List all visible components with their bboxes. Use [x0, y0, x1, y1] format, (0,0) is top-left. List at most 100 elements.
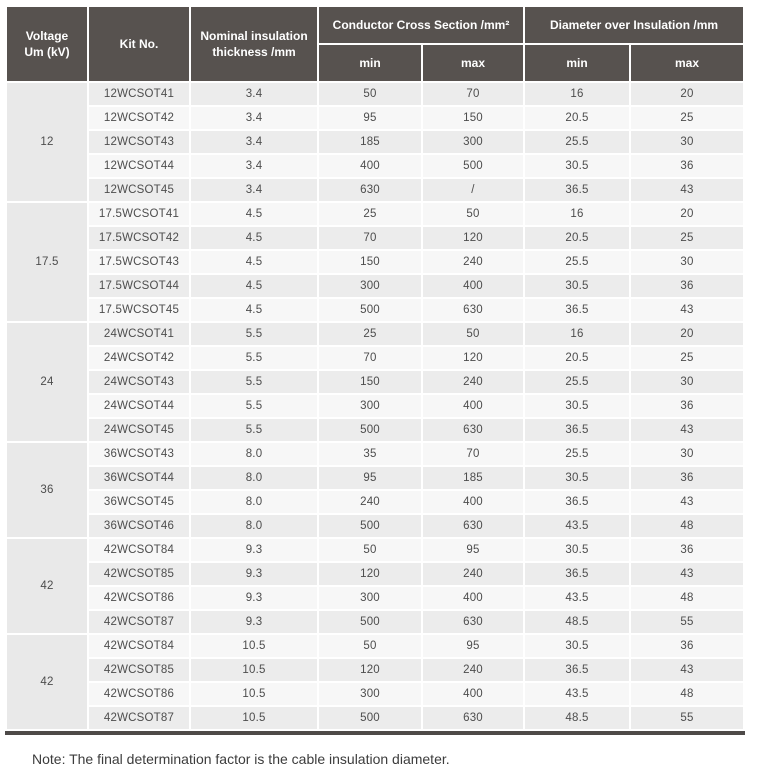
cell-dia-max: 20 [631, 323, 744, 345]
cell-dia-max: 36 [631, 467, 744, 489]
col-header-dia-min: min [525, 45, 629, 81]
table-header: Voltage Um (kV) Kit No. Nominal insulati… [7, 7, 744, 81]
cell-kit-no: 36WCSOT46 [89, 515, 189, 537]
cell-ccs-max: 630 [423, 515, 523, 537]
cell-ccs-max: 120 [423, 227, 523, 249]
cell-thickness: 10.5 [191, 707, 317, 729]
col-header-diameter-over-insulation: Diameter over Insulation /mm [525, 7, 744, 43]
cell-kit-no: 12WCSOT45 [89, 179, 189, 201]
cell-dia-max: 30 [631, 371, 744, 393]
table-row: 17.5WCSOT45 4.5 500 630 36.5 43 [7, 299, 744, 321]
cell-ccs-min: 500 [319, 419, 421, 441]
cell-ccs-max: 400 [423, 587, 523, 609]
cell-dia-min: 36.5 [525, 491, 629, 513]
table-row: 42 42WCSOT84 9.3 50 95 30.5 36 [7, 539, 744, 633]
cell-ccs-min: 500 [319, 299, 421, 321]
cell-ccs-max: 185 [423, 467, 523, 489]
voltage-group-cell: 36 [7, 443, 87, 537]
cell-ccs-max: 240 [423, 563, 523, 585]
table-row: 42WCSOT85 10.5 120 240 36.5 43 [7, 659, 744, 681]
cell-thickness: 4.5 [191, 227, 317, 249]
cell-thickness: 5.5 [191, 419, 317, 441]
table-row: 24WCSOT45 5.5 500 630 36.5 43 [7, 419, 744, 441]
cell-dia-min: 48.5 [525, 707, 629, 729]
cell-dia-min: 36.5 [525, 179, 629, 201]
cell-ccs-min: 630 [319, 179, 421, 201]
table-row: 42 42WCSOT84 10.5 50 95 30.5 36 [7, 635, 744, 729]
cell-ccs-max: / [423, 179, 523, 201]
cell-ccs-max: 630 [423, 299, 523, 321]
cell-dia-max: 36 [631, 155, 744, 177]
col-header-ccs-max: max [423, 45, 523, 81]
voltage-group-cell: 42 [7, 539, 87, 633]
cell-ccs-max: 630 [423, 707, 523, 729]
voltage-group-cell: 42 [7, 635, 87, 729]
cell-dia-max: 43 [631, 419, 744, 441]
cell-dia-max: 36 [631, 539, 744, 561]
table-row: 42WCSOT86 10.5 300 400 43.5 48 [7, 683, 744, 705]
table-bottom-rule [5, 731, 745, 735]
cell-ccs-min: 50 [319, 635, 421, 657]
table-row: 42WCSOT85 9.3 120 240 36.5 43 [7, 563, 744, 585]
table-row: 17.5WCSOT43 4.5 150 240 25.5 30 [7, 251, 744, 273]
cell-ccs-min: 95 [319, 467, 421, 489]
cell-kit-no: 42WCSOT87 [89, 611, 189, 633]
cell-ccs-min: 300 [319, 587, 421, 609]
table-row: 42WCSOT86 9.3 300 400 43.5 48 [7, 587, 744, 609]
cell-dia-min: 43.5 [525, 515, 629, 537]
cell-kit-no: 36WCSOT45 [89, 491, 189, 513]
col-header-nominal-insulation: Nominal insulation thickness /mm [191, 7, 317, 81]
cell-dia-min: 25.5 [525, 443, 629, 465]
voltage-group-cell: 12 [7, 83, 87, 201]
cell-thickness: 3.4 [191, 179, 317, 201]
cell-ccs-min: 35 [319, 443, 421, 465]
cell-kit-no: 42WCSOT86 [89, 683, 189, 705]
cell-thickness: 8.0 [191, 491, 317, 513]
cell-dia-min: 25.5 [525, 131, 629, 153]
table-row: 36WCSOT44 8.0 95 185 30.5 36 [7, 467, 744, 489]
cell-thickness: 5.5 [191, 395, 317, 417]
table-row: 12WCSOT44 3.4 400 500 30.5 36 [7, 155, 744, 177]
cell-dia-max: 55 [631, 611, 744, 633]
cell-ccs-min: 50 [319, 539, 421, 561]
cell-ccs-min: 25 [319, 323, 421, 345]
cell-ccs-min: 70 [319, 347, 421, 369]
cell-thickness: 5.5 [191, 371, 317, 393]
cell-kit-no: 12WCSOT43 [89, 131, 189, 153]
cell-dia-max: 30 [631, 251, 744, 273]
cell-ccs-max: 50 [423, 203, 523, 225]
cell-thickness: 3.4 [191, 155, 317, 177]
cell-thickness: 8.0 [191, 443, 317, 465]
cell-ccs-min: 400 [319, 155, 421, 177]
header-row-minmax: min max min max [7, 45, 744, 81]
cell-ccs-max: 400 [423, 683, 523, 705]
cell-kit-no: 24WCSOT42 [89, 347, 189, 369]
cell-dia-max: 55 [631, 707, 744, 729]
cell-kit-no: 17.5WCSOT44 [89, 275, 189, 297]
cell-dia-max: 43 [631, 563, 744, 585]
table-row: 42WCSOT87 10.5 500 630 48.5 55 [7, 707, 744, 729]
cell-thickness: 3.4 [191, 107, 317, 129]
cell-ccs-min: 120 [319, 563, 421, 585]
table-row: 12WCSOT45 3.4 630/36.5 43 [7, 179, 744, 201]
cell-dia-max: 43 [631, 491, 744, 513]
note-text: Note: The final determination factor is … [32, 751, 450, 767]
cell-dia-min: 36.5 [525, 563, 629, 585]
cell-ccs-min: 300 [319, 395, 421, 417]
cell-dia-min: 30.5 [525, 275, 629, 297]
table-row: 24WCSOT43 5.5 150 240 25.5 30 [7, 371, 744, 393]
voltage-group-cell: 17.5 [7, 203, 87, 321]
cell-ccs-min: 120 [319, 659, 421, 681]
cell-dia-max: 25 [631, 107, 744, 129]
cell-kit-no: 36WCSOT44 [89, 467, 189, 489]
cell-ccs-min: 500 [319, 611, 421, 633]
cell-ccs-max: 240 [423, 659, 523, 681]
cell-kit-no: 42WCSOT85 [89, 563, 189, 585]
cell-dia-min: 30.5 [525, 635, 629, 657]
cell-thickness: 8.0 [191, 467, 317, 489]
cell-ccs-max: 300 [423, 131, 523, 153]
cell-thickness: 9.3 [191, 539, 317, 561]
cell-ccs-min: 500 [319, 515, 421, 537]
cell-dia-max: 30 [631, 443, 744, 465]
